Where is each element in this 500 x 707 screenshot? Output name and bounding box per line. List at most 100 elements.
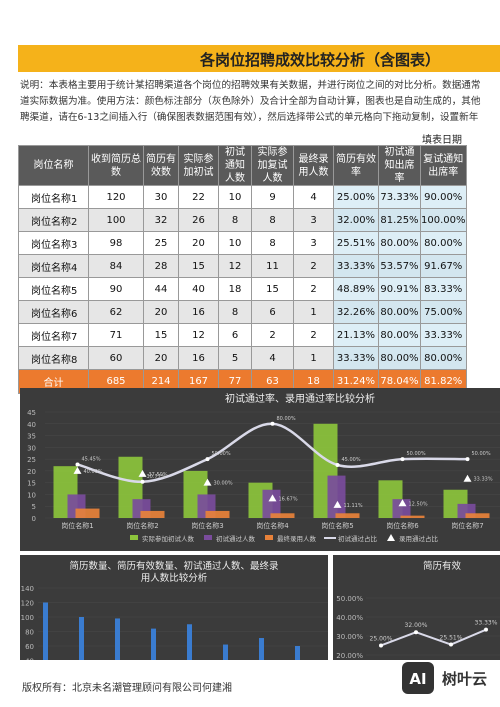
legend-label: 实际参加初试人数 (142, 534, 195, 543)
table-cell: 1 (293, 346, 334, 370)
line-point (140, 479, 145, 484)
table-cell: 3 (293, 208, 334, 232)
table-cell: 98 (88, 231, 144, 255)
x-tick-label: 岗位名称7 (451, 521, 483, 530)
column-header: 收到简历总数 (88, 145, 144, 186)
line-point (270, 421, 275, 426)
table-row: 岗位名称4 84 28 15 12 11 2 33.33% 53.57% 91.67% (18, 254, 467, 278)
column-header: 简历有效数 (143, 145, 179, 186)
table-cell: 80.00% (420, 231, 467, 255)
data-label: 37.50% (149, 472, 168, 478)
bar (223, 644, 228, 660)
footer: 版权所有：北京未名潮管理顾问有限公司何建湘 (22, 683, 232, 694)
table-cell: 20 (143, 346, 179, 370)
marker (333, 500, 342, 508)
y-tick-label: 0 (32, 515, 36, 523)
table-cell: 48.89% (333, 277, 379, 301)
chart-bg (20, 555, 328, 660)
table-cell: 2 (293, 254, 334, 278)
table-cell: 岗位名称4 (18, 254, 89, 278)
table-cell: 83.33% (420, 277, 467, 301)
description: 说明：本表格主要用于统计某招聘渠道各个岗位的招聘效果有关数据，并进行岗位之间的对… (20, 78, 500, 126)
table-cell: 44 (143, 277, 179, 301)
table-cell: 2 (293, 323, 334, 347)
marker (138, 469, 147, 477)
table-cell: 2 (251, 323, 294, 347)
x-tick-label: 岗位名称4 (256, 521, 289, 530)
chart-bg (333, 555, 500, 660)
y-tick-label: 30.00% (336, 633, 363, 641)
line-point (414, 630, 418, 635)
bar (43, 602, 48, 660)
table-cell: 8 (218, 300, 252, 324)
chart-title: 简历有效 (423, 560, 462, 572)
table-cell: 26 (178, 208, 219, 232)
table-cell: 90.91% (378, 277, 421, 301)
table-cell: 90 (88, 277, 144, 301)
data-label: 25.51% (440, 635, 463, 642)
x-tick-label: 岗位名称5 (321, 521, 353, 530)
table-cell: 32.26% (333, 300, 379, 324)
bar (151, 628, 156, 660)
bar (140, 510, 165, 518)
table-cell: 30 (143, 185, 179, 209)
data-label: 16.67% (279, 496, 298, 502)
data-label: 12.50% (409, 501, 428, 507)
column-header: 实际参加初试 (178, 145, 219, 186)
table-cell: 21.13% (333, 323, 379, 347)
table-cell: 4 (251, 346, 294, 370)
y-tick-label: 20.00% (336, 652, 363, 660)
marker (463, 474, 472, 482)
table-row: 岗位名称6 62 20 16 8 6 1 32.26% 80.00% 75.00% (18, 300, 467, 324)
table-cell: 81.25% (378, 208, 421, 232)
watermark: AI 树叶云 (402, 662, 487, 694)
y-tick-label: 10 (27, 491, 36, 499)
bar (400, 515, 425, 518)
x-tick-label: 岗位名称6 (386, 521, 419, 530)
table-cell: 84 (88, 254, 144, 278)
bar (392, 499, 411, 518)
column-header: 初试通知出席率 (378, 145, 421, 186)
x-tick-label: 岗位名称2 (126, 521, 158, 530)
table-cell: 73.33% (378, 185, 421, 209)
table-cell: 15 (178, 254, 219, 278)
y-tick-label: 15 (27, 480, 36, 488)
bar (262, 489, 281, 518)
table-cell: 6 (251, 300, 294, 324)
y-tick-label: 40 (27, 421, 36, 429)
legend-label: 初试通过人数 (216, 534, 256, 543)
chart-bg (20, 388, 500, 551)
table-cell: 33.33% (333, 346, 379, 370)
table-row: 岗位名称1 120 30 22 10 9 4 25.00% 73.33% 90.00% (18, 185, 467, 209)
table-cell: 6 (218, 323, 252, 347)
bar (115, 618, 120, 660)
data-label: 25.00% (370, 636, 393, 643)
marker (73, 466, 82, 474)
x-tick-label: 岗位名称3 (191, 521, 223, 530)
y-tick-label: 5 (32, 503, 36, 511)
table-cell: 16 (178, 346, 219, 370)
data-table: 岗位名称 收到简历总数 简历有效数 实际参加初试 初试通知人数 实际参加复试人数 最终录用人… (18, 145, 467, 394)
y-tick-label: 30 (27, 444, 36, 452)
x-tick-label: 岗位名称1 (61, 521, 93, 530)
table-cell: 80.00% (378, 323, 421, 347)
data-label: 32.00% (405, 622, 428, 629)
table-cell: 62 (88, 300, 144, 324)
data-label: 50.00% (472, 451, 491, 457)
column-header: 岗位名称 (18, 145, 89, 186)
chart-title-cont: 用人数比较分析 (141, 572, 208, 584)
y-tick-label: 80 (25, 629, 34, 637)
data-label: 33.33% (474, 477, 493, 483)
table-cell: 2 (293, 277, 334, 301)
table-cell: 80.00% (420, 346, 467, 370)
table-cell: 岗位名称6 (18, 300, 89, 324)
column-header: 初试通知人数 (218, 145, 252, 186)
legend-label: 初试通过占比 (338, 534, 378, 543)
table-cell: 33.33% (420, 323, 467, 347)
table-cell: 岗位名称3 (18, 231, 89, 255)
y-tick-label: 35 (27, 433, 36, 441)
table-cell: 32 (143, 208, 179, 232)
y-tick-label: 20 (27, 468, 36, 476)
table-cell: 12 (218, 254, 252, 278)
chart3: 简历有效 20.00% 30.00% 40.00% 50.00% 25.00% 32.00%… (333, 555, 500, 660)
